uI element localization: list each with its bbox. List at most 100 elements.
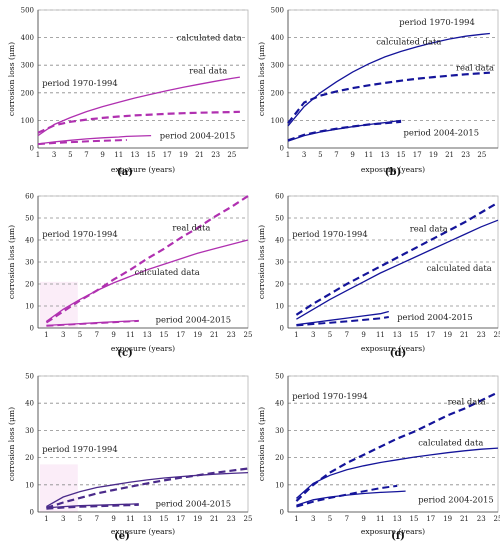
series-line-real-data	[287, 71, 490, 124]
series-line-calculated-data	[37, 76, 241, 137]
series-line-extra-2	[296, 490, 406, 506]
x-tick-label: 13	[143, 515, 152, 523]
series-line-real-data	[45, 195, 249, 324]
x-tick-label: 5	[328, 331, 332, 339]
highlight-shade	[40, 281, 78, 328]
panel-label: (f)	[391, 531, 405, 542]
y-tick-label: 50	[275, 215, 284, 223]
x-tick-label: 9	[350, 151, 354, 159]
x-axis-label: exposure (years)	[361, 527, 425, 536]
chart-annotation: period 1970-1994	[292, 229, 368, 239]
x-tick-label: 21	[210, 331, 219, 339]
x-axis-label: exposure (years)	[361, 344, 425, 353]
y-tick-label: 200	[271, 89, 284, 97]
y-tick-label: 40	[25, 400, 34, 408]
series-line-extra-3	[296, 316, 389, 327]
chart-panel-d: 0102030405060135791113151719212325exposu…	[257, 193, 500, 360]
chart-annotation: calculated data	[376, 37, 441, 47]
x-tick-label: 9	[361, 331, 365, 339]
x-tick-label: 15	[160, 331, 169, 339]
x-tick-label: 25	[477, 151, 486, 159]
x-tick-label: 21	[195, 151, 204, 159]
x-tick-label: 17	[163, 151, 172, 159]
series-line-calculated-data	[296, 219, 499, 320]
x-tick-label: 15	[410, 515, 419, 523]
y-tick-label: 500	[271, 7, 284, 15]
x-axis-label: exposure (years)	[111, 344, 175, 353]
chart-annotation: calculated data	[135, 267, 200, 277]
chart-annotation: period 1970-1994	[42, 444, 118, 454]
chart-annotation: calculated data	[177, 32, 242, 42]
y-axis-label: corrosion loss (μm)	[7, 407, 16, 481]
y-tick-label: 300	[21, 62, 34, 70]
series-line-calculated-data	[46, 239, 249, 322]
y-tick-label: 40	[275, 237, 284, 245]
x-tick-label: 5	[328, 515, 332, 523]
x-axis-label: exposure (years)	[111, 527, 175, 536]
panel-label: (e)	[114, 531, 130, 542]
chart-annotation: period 1970-1994	[399, 17, 475, 27]
series-line-calculated-data	[287, 32, 490, 127]
x-tick-label: 5	[318, 151, 322, 159]
chart-annotation: period 2004-2015	[397, 312, 473, 322]
chart-annotation: period 2004-2015	[404, 128, 480, 138]
x-tick-label: 19	[193, 515, 202, 523]
series-line-extra-3	[46, 503, 139, 510]
chart-annotation: calculated data	[418, 437, 483, 447]
y-tick-label: 500	[21, 7, 34, 15]
x-tick-label: 7	[95, 331, 99, 339]
x-tick-label: 13	[130, 151, 139, 159]
chart-annotation: period 1970-1994	[292, 391, 368, 401]
chart-annotation: period 2004-2015	[156, 499, 232, 509]
series-line-extra-3	[46, 320, 139, 327]
y-axis-label: corrosion loss (μm)	[257, 225, 266, 299]
series-line-calculated-data	[295, 447, 499, 499]
y-tick-label: 20	[25, 454, 34, 462]
x-tick-label: 19	[443, 515, 452, 523]
x-tick-label: 11	[376, 331, 385, 339]
x-tick-label: 11	[114, 151, 123, 159]
x-tick-label: 1	[44, 331, 48, 339]
x-tick-label: 3	[61, 515, 65, 523]
y-tick-label: 30	[275, 427, 284, 435]
x-tick-label: 21	[445, 151, 454, 159]
x-tick-label: 7	[345, 331, 349, 339]
panel-label: (c)	[117, 348, 133, 359]
y-tick-label: 0	[280, 325, 284, 333]
chart-annotation: period 2004-2015	[160, 130, 236, 140]
panel-label: (a)	[117, 167, 133, 178]
x-tick-label: 9	[111, 515, 115, 523]
x-tick-label: 3	[61, 331, 65, 339]
series-line-extra-3	[287, 120, 402, 142]
y-tick-label: 0	[30, 325, 34, 333]
x-tick-label: 5	[78, 331, 82, 339]
x-tick-label: 7	[345, 515, 349, 523]
x-tick-label: 21	[210, 515, 219, 523]
x-tick-label: 11	[364, 151, 373, 159]
x-tick-label: 11	[126, 515, 135, 523]
y-tick-label: 300	[271, 62, 284, 70]
x-axis-label: exposure (years)	[361, 165, 425, 174]
y-tick-label: 200	[21, 89, 34, 97]
x-tick-label: 23	[461, 151, 470, 159]
series-line-real-data	[295, 201, 499, 316]
x-tick-label: 17	[176, 515, 185, 523]
x-tick-label: 19	[193, 331, 202, 339]
x-tick-label: 15	[160, 515, 169, 523]
y-axis-label: corrosion loss (μm)	[257, 42, 266, 116]
x-tick-label: 23	[477, 331, 486, 339]
x-tick-label: 21	[460, 331, 469, 339]
series-line-real-data	[295, 391, 499, 502]
x-tick-label: 11	[126, 331, 135, 339]
x-tick-label: 1	[36, 151, 40, 159]
x-tick-label: 19	[443, 331, 452, 339]
x-tick-label: 19	[429, 151, 438, 159]
series-line-extra-1	[46, 467, 249, 509]
x-tick-label: 25	[227, 151, 236, 159]
y-tick-label: 400	[21, 34, 34, 42]
x-tick-label: 3	[311, 515, 315, 523]
